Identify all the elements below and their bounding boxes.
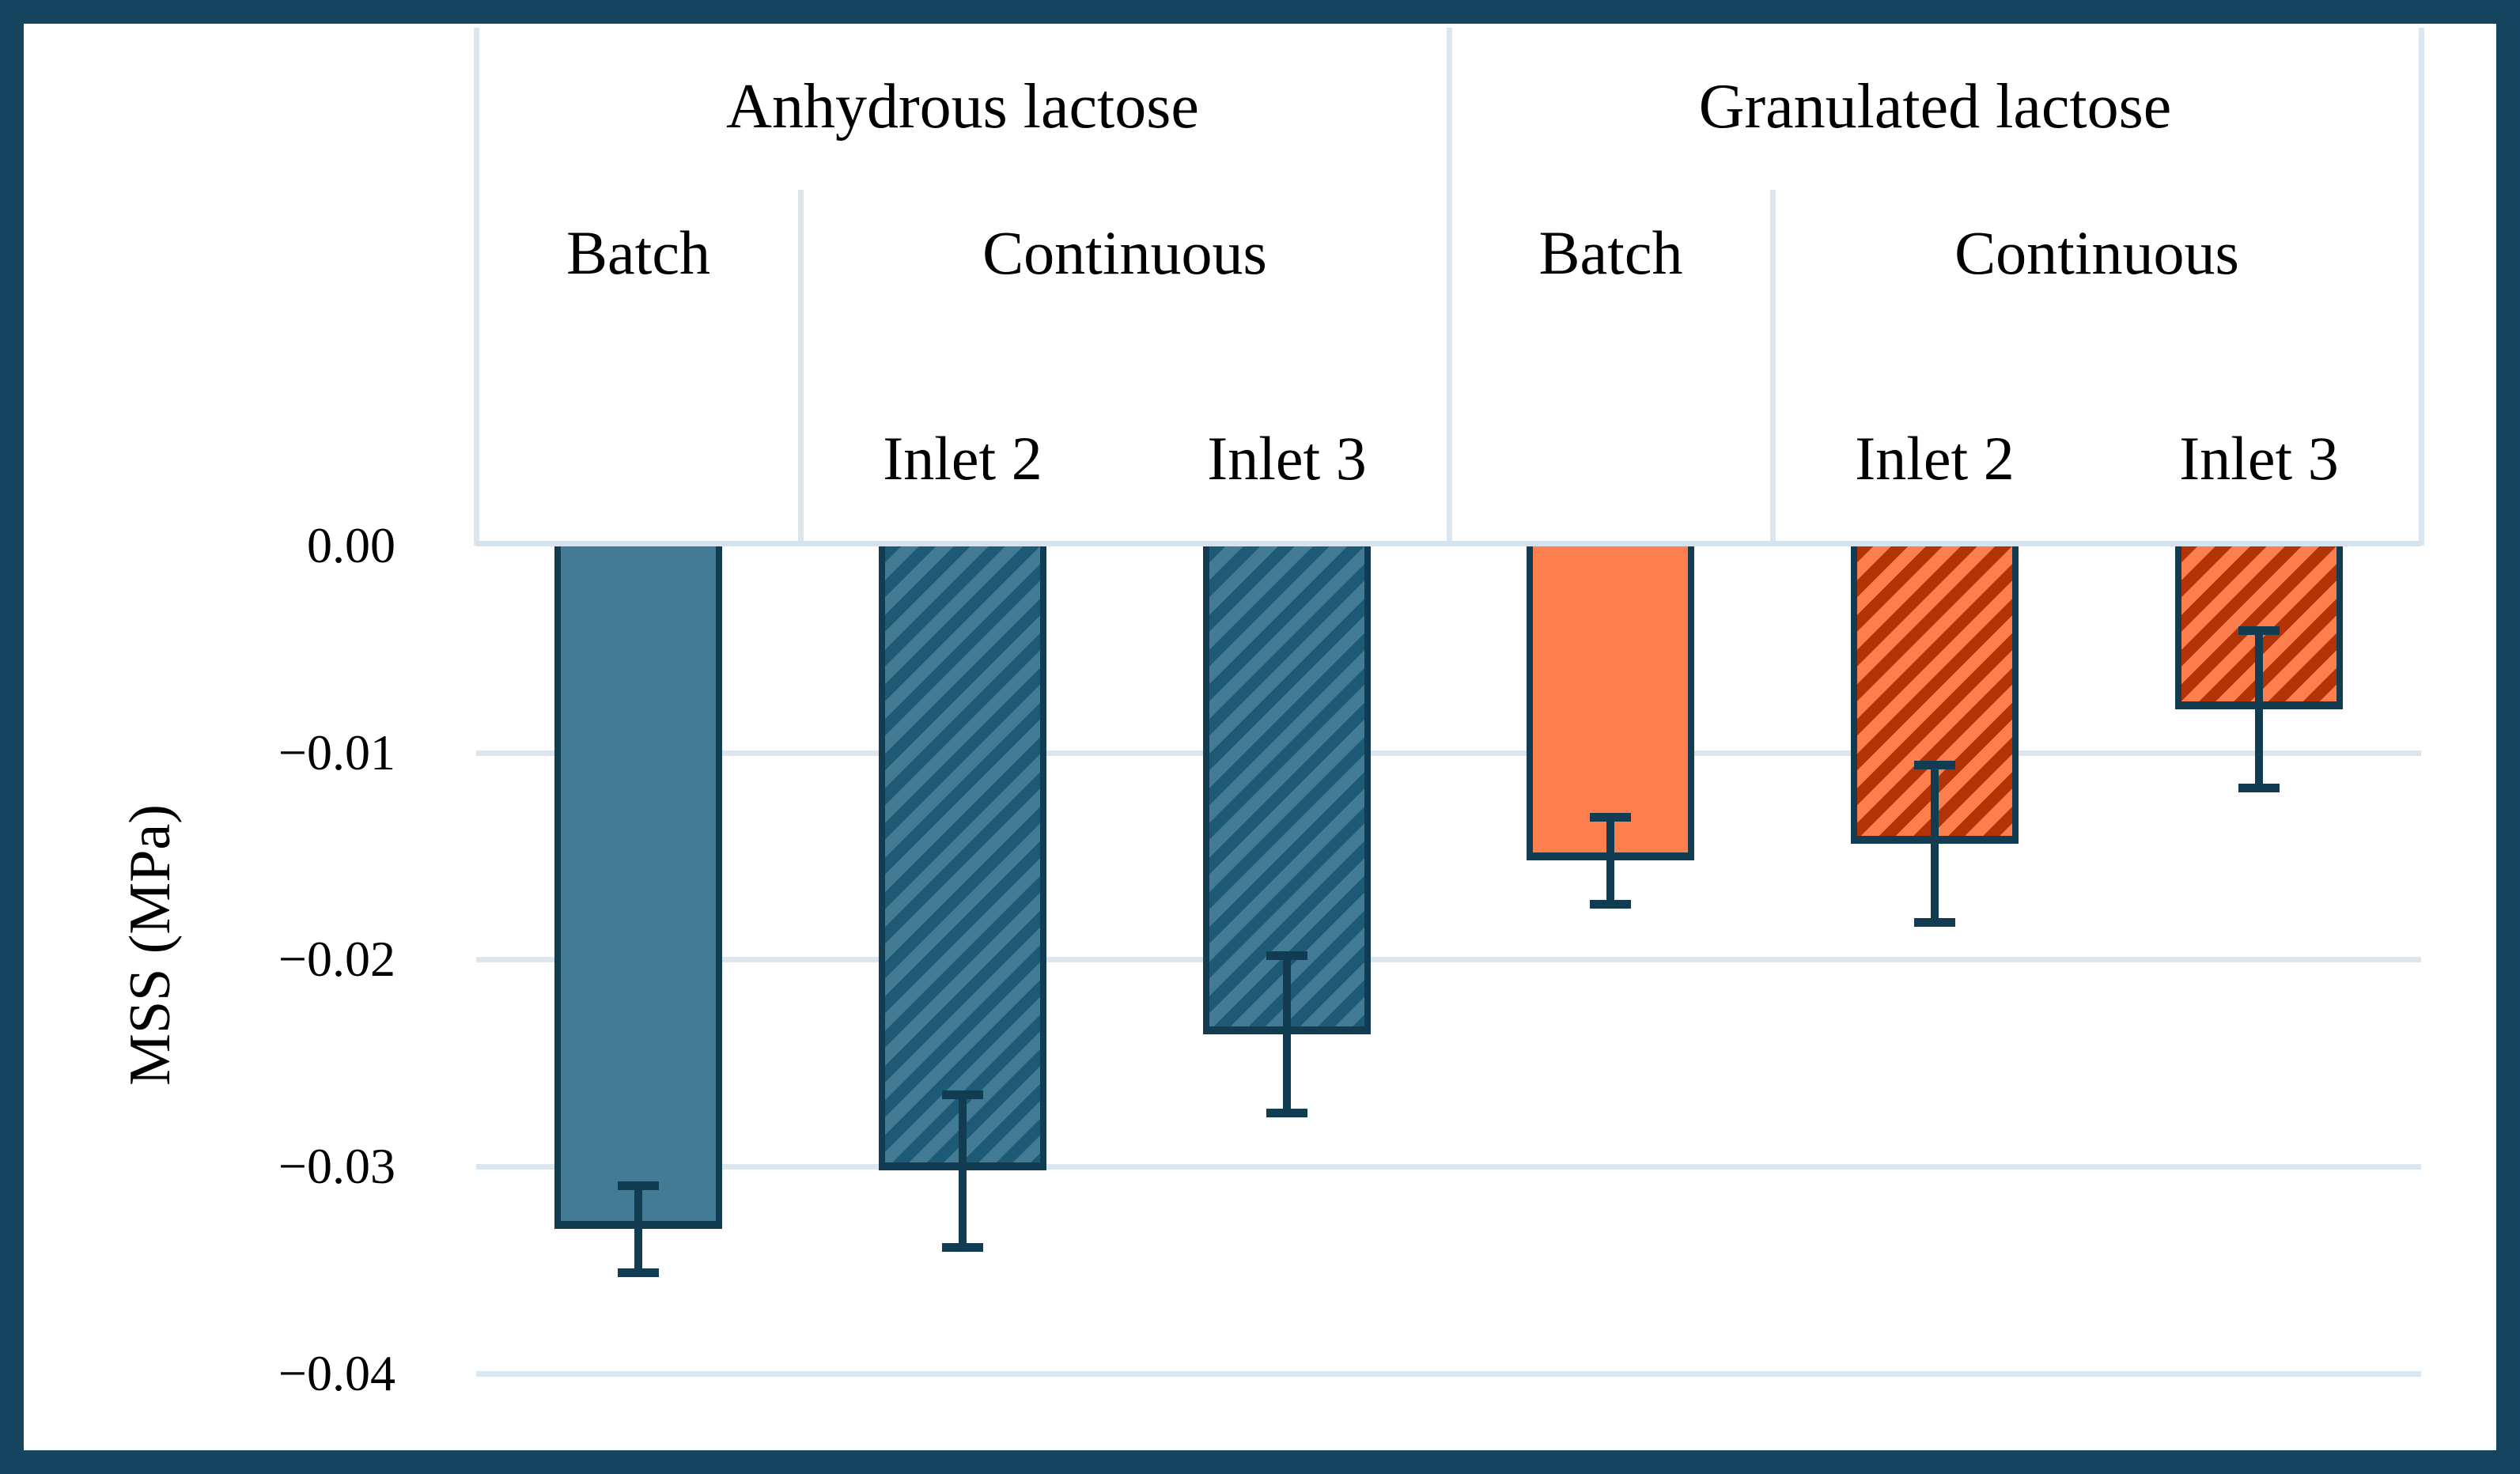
y-axis-tick-label: −0.03 <box>278 1138 395 1195</box>
error-bar-cap <box>941 1243 983 1253</box>
zero-axis-line <box>476 541 2421 546</box>
error-bar-cap <box>1590 899 1632 909</box>
y-axis-tick-label: −0.01 <box>278 724 395 780</box>
header-separator-line <box>798 190 804 546</box>
error-bar <box>2255 630 2264 788</box>
header-separator-line <box>2419 28 2424 546</box>
bar <box>554 546 722 1229</box>
header-separator-line <box>474 28 479 546</box>
column-label-anhydrous-inlet2: Inlet 2 <box>883 424 1042 493</box>
bar <box>878 546 1046 1171</box>
header-separator-line <box>1770 190 1776 546</box>
y-axis-tick-label: −0.04 <box>278 1344 395 1401</box>
error-bar <box>1931 765 1939 923</box>
error-bar-cap <box>1590 812 1632 822</box>
header-separator-line <box>1447 28 1452 546</box>
column-label-anhydrous-inlet3: Inlet 3 <box>1207 424 1367 493</box>
error-bar <box>1282 955 1291 1113</box>
error-bar-cap <box>617 1268 659 1277</box>
gridline <box>476 750 2421 756</box>
column-label-granulated-continuous: Continuous <box>1954 218 2239 287</box>
error-bar-cap <box>1266 1109 1307 1118</box>
error-bar <box>958 1094 967 1248</box>
bar <box>1527 546 1695 860</box>
error-bar-cap <box>1914 918 1956 928</box>
error-bar-cap <box>2238 626 2280 636</box>
column-label-granulated-inlet2: Inlet 2 <box>1855 424 2015 493</box>
error-bar <box>634 1185 642 1272</box>
column-label-anhydrous-continuous: Continuous <box>982 218 1267 287</box>
column-label-anhydrous-batch: Batch <box>566 218 710 287</box>
group-title-granulated: Granulated lactose <box>1698 72 2172 142</box>
error-bar <box>1606 816 1615 904</box>
column-label-granulated-batch: Batch <box>1538 218 1683 287</box>
group-title-anhydrous: Anhydrous lactose <box>726 72 1199 142</box>
column-label-granulated-inlet3: Inlet 3 <box>2179 424 2339 493</box>
y-axis-tick-label: −0.02 <box>278 931 395 988</box>
error-bar-cap <box>1266 951 1307 961</box>
error-bar-cap <box>1914 761 1956 770</box>
gridline <box>476 957 2421 963</box>
error-bar-cap <box>2238 784 2280 793</box>
y-axis-tick-label: 0.00 <box>307 517 395 573</box>
error-bar-cap <box>941 1090 983 1099</box>
error-bar-cap <box>617 1181 659 1190</box>
gridline <box>476 1164 2421 1170</box>
gridline <box>476 1370 2421 1377</box>
